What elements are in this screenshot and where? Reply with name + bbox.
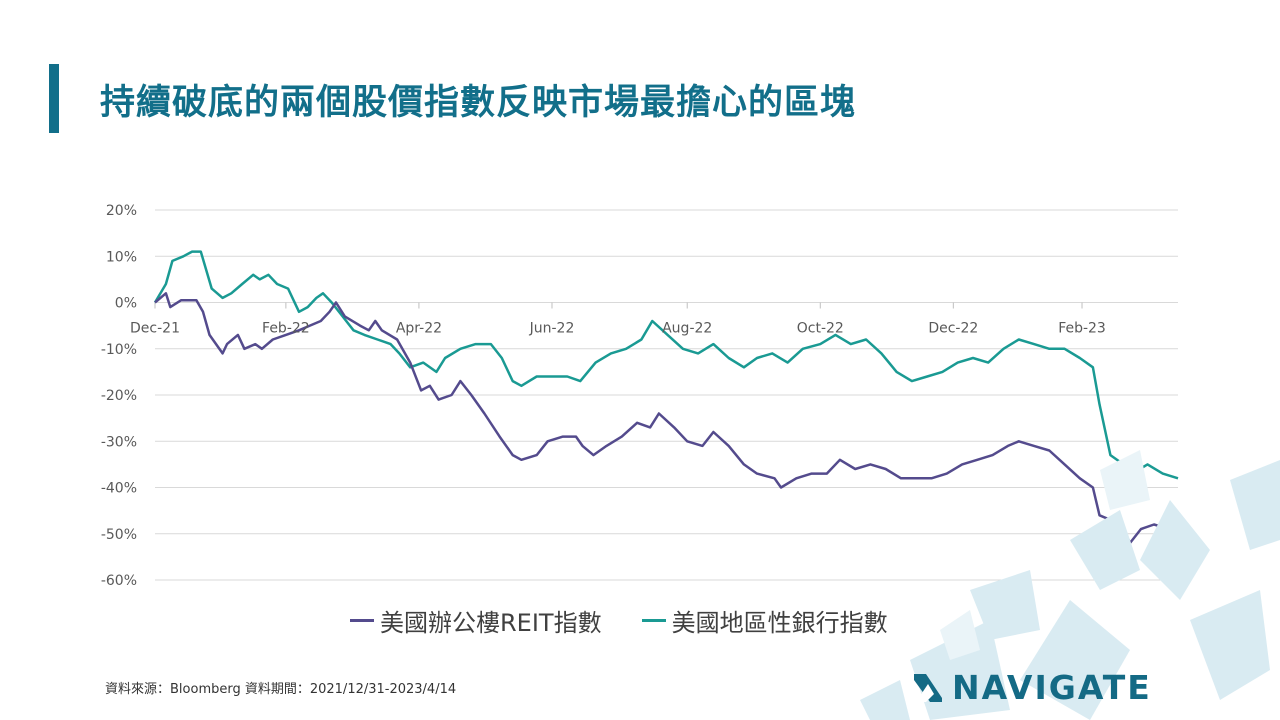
legend-item-regional-bank: 美國地區性銀行指數 (641, 603, 888, 638)
y-tick-label: -40% (101, 481, 137, 497)
x-tick-label: Feb-22 (262, 321, 310, 337)
x-tick-label: Aug-22 (662, 321, 712, 337)
y-tick-label: -10% (101, 342, 137, 358)
chart-legend: 美國辦公樓REIT指數 美國地區性銀行指數 (350, 603, 888, 638)
x-tick-label: Dec-21 (130, 321, 180, 337)
decorative-pattern (860, 450, 1280, 720)
x-tick-label: Jun-22 (529, 321, 575, 337)
x-tick-label: Oct-22 (797, 321, 844, 337)
x-tick-label: Dec-22 (928, 321, 978, 337)
y-tick-label: -20% (101, 388, 137, 404)
y-tick-label: 10% (106, 249, 137, 265)
x-tick-label: Feb-23 (1058, 321, 1106, 337)
legend-swatch-office-reit (350, 619, 374, 622)
office-reit-line (154, 292, 1179, 545)
legend-item-office-reit: 美國辦公樓REIT指數 (350, 603, 602, 638)
x-tick-label: Apr-22 (396, 321, 442, 337)
legend-label-regional-bank: 美國地區性銀行指數 (671, 609, 888, 637)
title-accent-bar (49, 64, 59, 133)
y-tick-label: -30% (101, 434, 137, 450)
legend-label-office-reit: 美國辦公樓REIT指數 (380, 609, 602, 637)
navigate-logo-icon (914, 673, 942, 702)
y-tick-label: 0% (115, 296, 137, 312)
slide-title: 持續破底的兩個股價指數反映市場最擔心的區塊 (100, 83, 857, 123)
y-tick-label: -60% (101, 573, 137, 589)
legend-swatch-regional-bank (641, 619, 666, 622)
data-source-note: 資料來源：Bloomberg 資料期間：2021/12/31-2023/4/14 (105, 682, 457, 697)
navigate-logo-text: NAVIGATE (952, 668, 1152, 707)
y-tick-label: -50% (101, 527, 137, 543)
regional-bank-line (153, 250, 1179, 480)
navigate-logo: NAVIGATE (912, 668, 1152, 707)
y-tick-label: 20% (106, 203, 137, 219)
